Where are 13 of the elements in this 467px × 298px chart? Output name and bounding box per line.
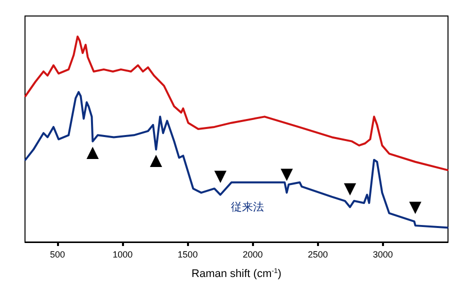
x-tick-label: 3000 [372,250,393,260]
x-tick-label: 1500 [178,250,198,260]
series-label: 従来法 [231,200,264,214]
x-tick-label: 2000 [242,250,263,260]
annotation: ▼ [280,164,294,184]
x-tick-label: 1000 [112,250,133,260]
annotation: ▼ [409,197,422,216]
x-tick-label: 2500 [308,250,328,260]
x-tick-label: 500 [50,250,66,260]
annotation: ▲ [86,142,100,161]
annotation: ▲ [150,150,163,170]
annotation: ▼ [344,178,357,198]
annotation: ▼ [214,166,228,186]
